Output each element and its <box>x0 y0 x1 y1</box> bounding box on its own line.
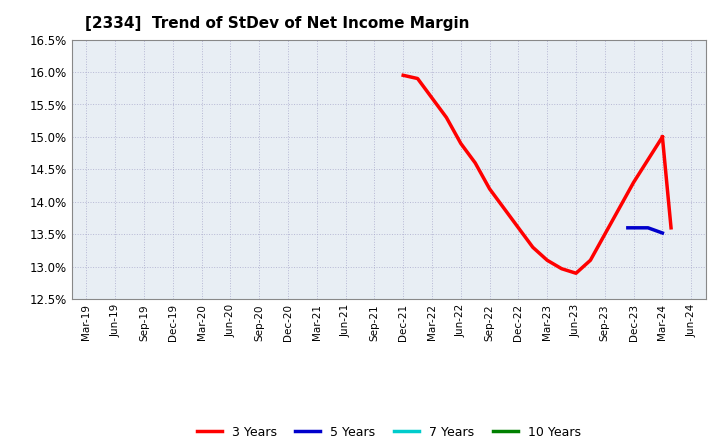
3 Years <box>586 258 595 263</box>
Line: 3 Years: 3 Years <box>403 75 662 273</box>
Text: [2334]  Trend of StDev of Net Income Margin: [2334] Trend of StDev of Net Income Marg… <box>85 16 469 32</box>
3 Years <box>399 73 408 78</box>
3 Years <box>500 205 508 211</box>
3 Years <box>615 205 624 211</box>
5 Years <box>644 225 652 231</box>
3 Years <box>442 115 451 120</box>
3 Years <box>456 141 465 146</box>
3 Years <box>543 258 552 263</box>
3 Years <box>658 134 667 139</box>
3 Years <box>600 231 609 237</box>
3 Years <box>514 225 523 231</box>
5 Years <box>658 231 667 236</box>
Line: 5 Years: 5 Years <box>628 228 662 233</box>
3 Years <box>528 245 537 250</box>
3 Years <box>572 271 580 276</box>
3 Years <box>629 180 638 185</box>
5 Years <box>624 225 632 231</box>
3 Years <box>428 95 436 101</box>
3 Years <box>557 266 566 271</box>
3 Years <box>485 186 494 191</box>
3 Years <box>413 76 422 81</box>
3 Years <box>471 160 480 165</box>
Legend: 3 Years, 5 Years, 7 Years, 10 Years: 3 Years, 5 Years, 7 Years, 10 Years <box>192 421 586 440</box>
3 Years <box>644 157 652 162</box>
